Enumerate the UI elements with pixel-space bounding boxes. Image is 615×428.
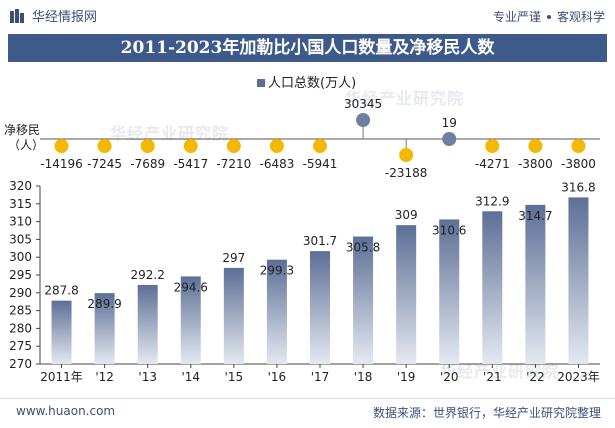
brand: 华经情报网 [10, 6, 97, 25]
x-tick-label: '20 [440, 370, 459, 384]
y-tick-label: 270 [9, 357, 32, 371]
bar [353, 236, 374, 364]
header-bar: 华经情报网 专业严谨 客观科学 [0, 0, 615, 30]
x-tick-label: 2023年 [557, 370, 600, 384]
y-tick-label: 310 [9, 215, 32, 229]
legend: 人口总数(万人) [257, 76, 356, 91]
y-tick-label: 300 [9, 250, 32, 264]
migration-dot [140, 139, 155, 153]
bar-data-label: 316.8 [561, 180, 595, 194]
migration-dot [528, 139, 543, 153]
migration-data-label: -7245 [87, 157, 122, 171]
migration-data-label: -7689 [130, 157, 165, 171]
migration-data-label: -4271 [475, 157, 510, 171]
bar-data-label: 301.7 [303, 234, 337, 248]
x-tick-label: '21 [483, 370, 502, 384]
migration-data-label: -23188 [385, 166, 428, 180]
migration-data-label: -3800 [561, 157, 596, 171]
migration-data-label: -5941 [303, 157, 338, 171]
migration-dot [183, 139, 198, 153]
migration-axis-label-unit: （人） [8, 138, 44, 152]
bar-data-label: 305.8 [346, 241, 380, 255]
x-tick-label: '17 [311, 370, 330, 384]
migration-axis-label: 净移民 [4, 123, 40, 137]
x-tick-label: '15 [225, 370, 244, 384]
footer-url[interactable]: www.huaon.com [16, 404, 116, 418]
slogan-dot-icon [546, 14, 551, 19]
migration-dot [226, 139, 241, 153]
migration-data-label: 19 [442, 116, 457, 130]
bar [223, 267, 244, 364]
bar-data-label: 310.6 [432, 223, 466, 237]
bar [51, 300, 72, 364]
slogan: 专业严谨 客观科学 [493, 8, 605, 25]
migration-dot [356, 113, 371, 127]
x-tick-label: '13 [138, 370, 157, 384]
slogan-left: 专业严谨 [492, 10, 541, 24]
bar [439, 219, 460, 364]
bar-data-label: 289.9 [87, 297, 121, 311]
chart-canvas: 人口总数(万人) 净移民 （人） -14196 -7245 -7689 -5417 -7… [4, 76, 600, 384]
migration-data-label: 30345 [344, 97, 382, 111]
legend-label: 人口总数(万人) [268, 76, 356, 91]
x-tick-label: '18 [354, 370, 373, 384]
bar-data-label: 297 [222, 251, 245, 265]
x-tick-label: '19 [397, 370, 416, 384]
bar-data-label: 294.6 [174, 280, 208, 294]
brand-name: 华经情报网 [32, 10, 98, 25]
footer-source: 数据来源：世界银行，华经产业研究院整理 [372, 406, 601, 420]
legend-swatch [257, 79, 265, 87]
x-tick-label: '16 [268, 370, 287, 384]
migration-dot [97, 139, 112, 153]
x-axis: 2011年 '12 '13 '14 '15 '16 '17 '18 '19 '20 '21 '22 20… [40, 364, 600, 384]
migration-dot [54, 139, 69, 153]
migration-dot [399, 148, 414, 162]
bar [482, 211, 503, 364]
population-series: 287.8 289.9 292.2 294.6 297 299.3 301.7 305.8 30… [44, 180, 596, 364]
x-tick-label: '12 [95, 370, 114, 384]
y-tick-label: 305 [9, 232, 32, 246]
x-tick-label: '22 [526, 370, 545, 384]
bar-data-label: 287.8 [44, 284, 78, 298]
migration-series: -14196 -7245 -7689 -5417 -7210 -6483 -5941 3034… [40, 97, 596, 180]
chart-title: 2011-2023年加勒比小国人口数量及净移民人数 [8, 34, 607, 62]
bar [180, 276, 201, 364]
slogan-right: 客观科学 [556, 10, 605, 24]
bar-data-label: 292.2 [131, 268, 165, 282]
bar [568, 197, 589, 364]
y-tick-label: 280 [9, 321, 32, 335]
migration-dot [313, 139, 327, 153]
y-tick-label: 295 [9, 268, 32, 282]
x-tick-label: '14 [181, 370, 200, 384]
migration-data-label: -14196 [40, 157, 83, 171]
y-tick-label: 290 [9, 286, 32, 300]
y-tick-label: 275 [9, 339, 32, 353]
bar [266, 259, 287, 364]
y-tick-label: 320 [9, 179, 32, 193]
migration-dot [442, 132, 457, 146]
migration-dot [269, 139, 284, 153]
bar-data-label: 309 [395, 208, 418, 222]
bar-data-label: 299.3 [260, 264, 294, 278]
migration-data-label: -6483 [259, 157, 294, 171]
bar [137, 284, 158, 364]
migration-data-label: -7210 [216, 157, 251, 171]
bar-data-label: 314.7 [518, 209, 552, 223]
bar [310, 251, 330, 364]
bar [396, 225, 417, 364]
bar [525, 204, 546, 364]
bar-data-label: 312.9 [475, 194, 509, 208]
brand-logo-icon [10, 8, 24, 23]
x-tick-label: 2011年 [40, 370, 83, 384]
y-tick-label: 285 [9, 304, 32, 318]
migration-data-label: -3800 [518, 157, 553, 171]
migration-dot [571, 139, 586, 153]
footer: www.huaon.com 数据来源：世界银行，华经产业研究院整理 [0, 398, 615, 428]
migration-dot [485, 139, 500, 153]
migration-data-label: -5417 [173, 157, 208, 171]
bar [94, 293, 115, 364]
y-tick-label: 315 [9, 197, 32, 211]
y-axis: 270 275 280 285 290 295 300 305 310 315 320 [9, 179, 600, 371]
